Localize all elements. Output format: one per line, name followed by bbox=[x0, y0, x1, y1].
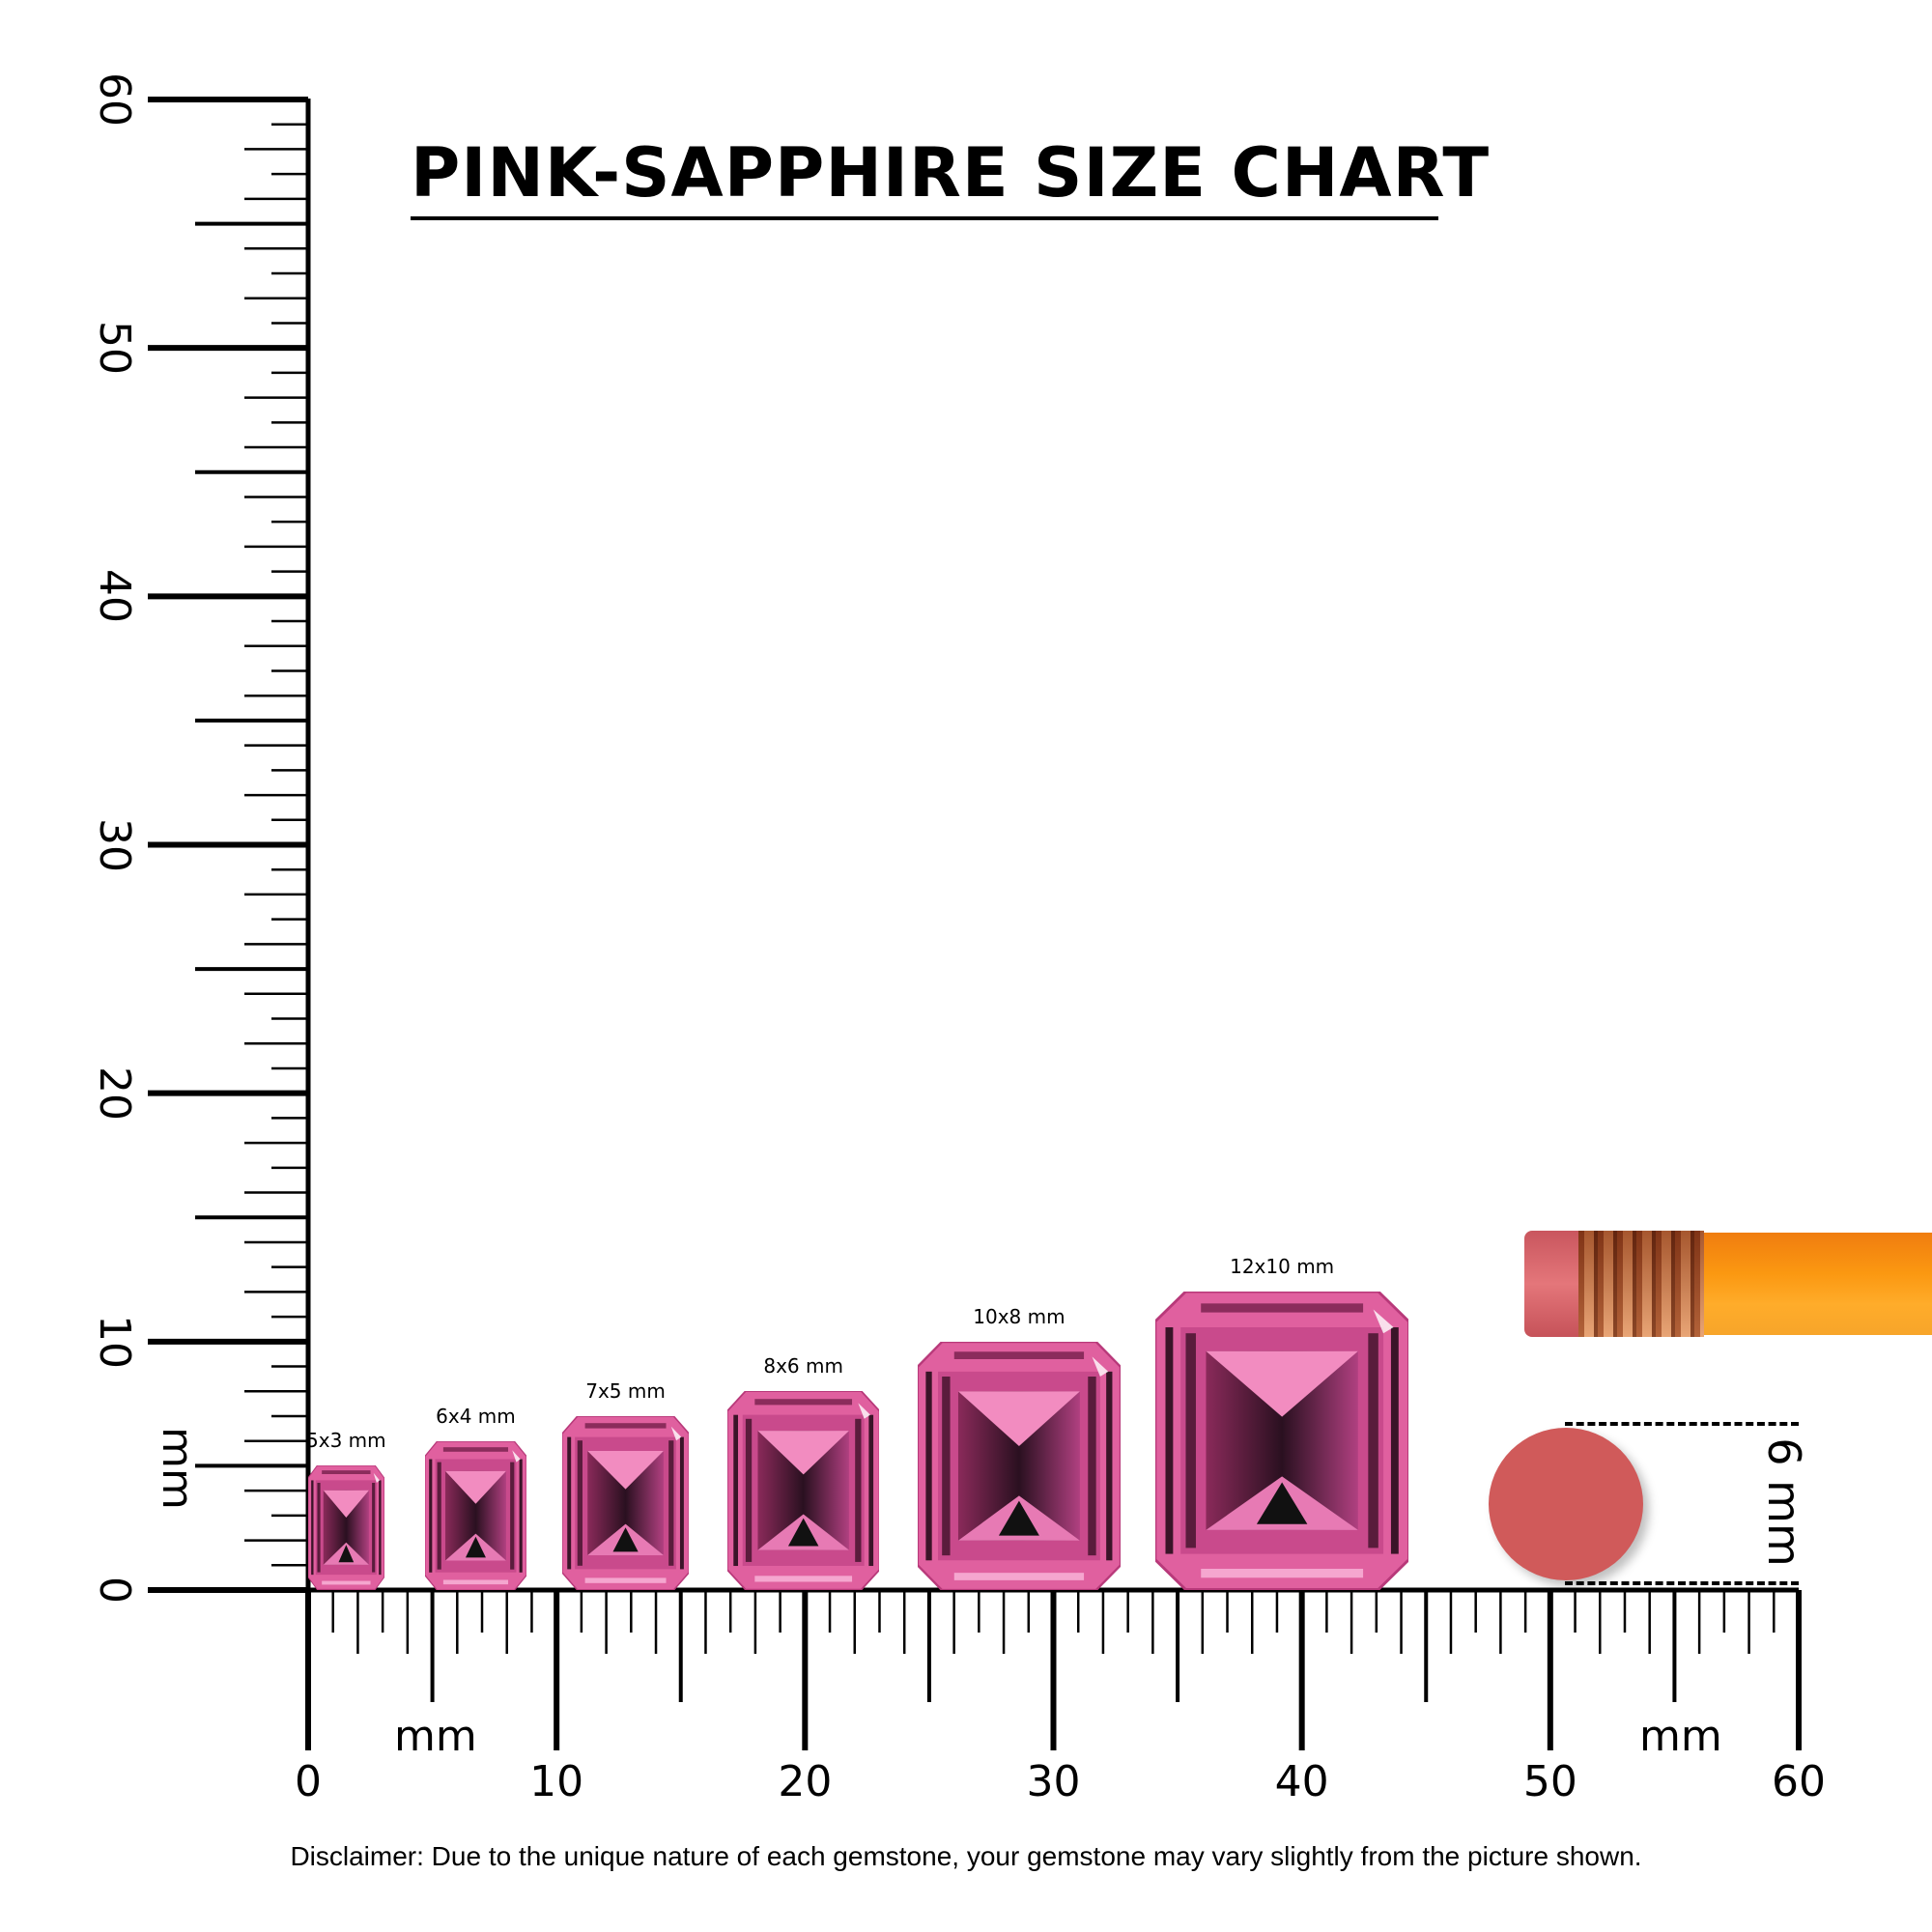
gem-size-label: 10x8 mm bbox=[973, 1304, 1065, 1328]
horizontal-tick-label: 40 bbox=[1274, 1757, 1329, 1806]
eraser-size-label: 6 mm bbox=[1757, 1437, 1810, 1567]
gem-size-label: 8x6 mm bbox=[763, 1354, 843, 1378]
gem-emerald-cut bbox=[425, 1440, 526, 1590]
gem-size-label: 6x4 mm bbox=[436, 1404, 516, 1428]
vertical-tick-label: 10 bbox=[90, 1314, 139, 1369]
vertical-tick-label: 50 bbox=[90, 321, 139, 376]
horizontal-tick-label: 20 bbox=[778, 1757, 833, 1806]
dashed-line-top bbox=[1565, 1422, 1799, 1426]
horizontal-tick-label: 10 bbox=[529, 1757, 584, 1806]
vertical-tick-label: 30 bbox=[90, 817, 139, 872]
gem-emerald-cut bbox=[1155, 1292, 1409, 1590]
gem-emerald-cut bbox=[308, 1465, 384, 1590]
horizontal-tick-label: 30 bbox=[1026, 1757, 1081, 1806]
pencil-eraser bbox=[1524, 1231, 1578, 1337]
gem-emerald-cut bbox=[918, 1341, 1121, 1590]
vertical-tick-label: 40 bbox=[90, 569, 139, 624]
title-underline bbox=[411, 216, 1438, 220]
dashed-line-bottom bbox=[1565, 1581, 1799, 1585]
horizontal-unit-label-left: mm bbox=[394, 1712, 477, 1761]
gem-emerald-cut bbox=[562, 1415, 690, 1590]
horizontal-tick-label: 0 bbox=[295, 1757, 322, 1806]
horizontal-tick-label: 60 bbox=[1772, 1757, 1826, 1806]
pencil-body bbox=[1704, 1233, 1932, 1335]
gem-size-label: 5x3 mm bbox=[306, 1429, 386, 1453]
vertical-unit-label: mm bbox=[152, 1427, 202, 1510]
vertical-tick-label: 60 bbox=[90, 72, 139, 127]
horizontal-tick-label: 50 bbox=[1522, 1757, 1577, 1806]
gem-size-label: 12x10 mm bbox=[1230, 1255, 1335, 1279]
vertical-tick-label: 0 bbox=[90, 1577, 139, 1604]
disclaimer: Disclaimer: Due to the unique nature of … bbox=[290, 1841, 1642, 1871]
gem-size-label: 7x5 mm bbox=[585, 1378, 666, 1403]
eraser-reference-circle bbox=[1489, 1428, 1643, 1580]
vertical-tick-label: 20 bbox=[90, 1065, 139, 1121]
pencil-ferrule bbox=[1578, 1231, 1704, 1337]
gem-emerald-cut bbox=[727, 1391, 880, 1590]
pencil-image bbox=[1524, 1231, 1932, 1337]
horizontal-unit-label-right: mm bbox=[1639, 1712, 1722, 1761]
page-title: PINK-SAPPHIRE SIZE CHART bbox=[411, 133, 1491, 213]
